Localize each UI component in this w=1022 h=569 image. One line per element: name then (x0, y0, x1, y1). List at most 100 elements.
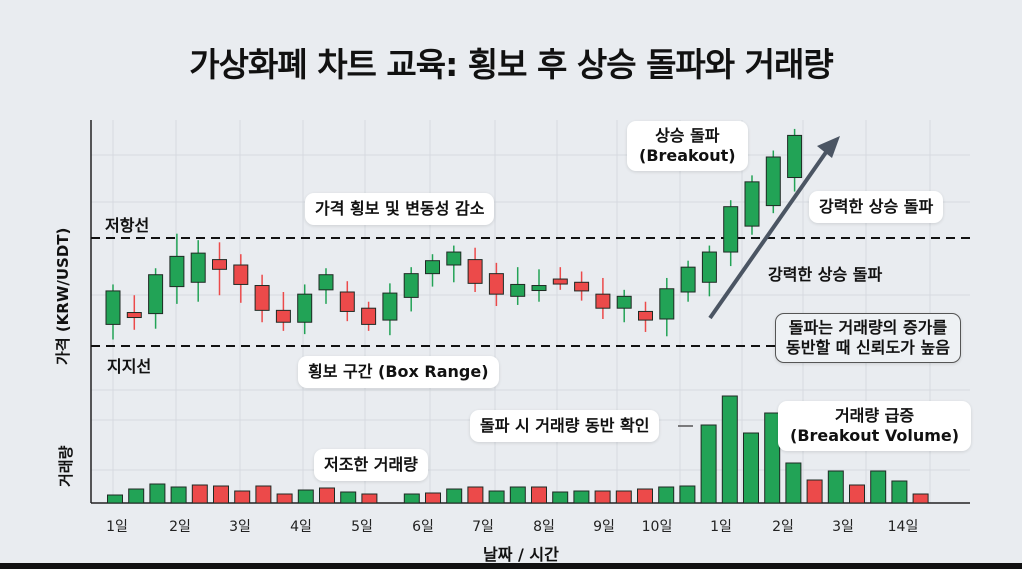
candle-body (595, 293, 611, 309)
candle-body (275, 309, 291, 323)
candle-body (169, 255, 185, 288)
candle-body (787, 134, 803, 179)
volume-bar (297, 489, 314, 504)
bottom-border (0, 563, 1022, 569)
volume-bar (552, 491, 569, 504)
candle-body (148, 274, 164, 315)
x-tick-label: 14일 (887, 519, 919, 535)
x-axis-label: 날짜 / 시간 (483, 545, 559, 564)
candle-body (254, 285, 270, 311)
x-tick-label: 10일 (641, 519, 673, 535)
candle-body (616, 295, 632, 309)
volume-bar (658, 486, 675, 504)
annotation-breakout-line2: (Breakout) (639, 146, 736, 165)
annotation-volume-note-line1: 돌파는 거래량의 증가를 (788, 318, 948, 337)
volume-bar (107, 494, 123, 504)
candle-body (403, 273, 419, 298)
candle-body (638, 310, 653, 321)
volume-bar (615, 490, 632, 504)
annotation-confirm-volume: 돌파 시 거래량 동반 확인 (470, 410, 660, 442)
annotation-volume-spike: 거래량 급증 (Breakout Volume) (778, 401, 972, 451)
volume-bar (191, 484, 208, 504)
x-tick-label: 3일 (832, 519, 854, 535)
volume-bar (446, 488, 463, 504)
volume-axis-label: 거래량 (57, 445, 75, 487)
volume-bar (488, 490, 505, 504)
volume-bar (213, 485, 229, 504)
x-tick-label: 2일 (772, 519, 794, 535)
annotation-volume-note-line2: 동반할 때 신뢰도가 높음 (786, 338, 950, 357)
volume-bar (128, 488, 145, 504)
candle-body (574, 281, 590, 292)
candle-body (531, 285, 547, 292)
volume-bar (891, 480, 908, 504)
candle-body (765, 156, 781, 207)
volume-bar (721, 395, 738, 504)
volume-bar (806, 479, 823, 504)
candle-body (723, 206, 739, 253)
candle-body (361, 307, 377, 325)
volume-bar (276, 493, 293, 504)
annotation-low-volume: 저조한 거래량 (314, 449, 428, 481)
candle-body (446, 251, 462, 266)
volume-bar (870, 470, 887, 504)
support-label: 지지선 (107, 357, 152, 376)
x-tick-label: 2일 (169, 519, 191, 535)
annotation-breakout-line1: 상승 돌파 (655, 126, 720, 145)
volume-bar (234, 490, 251, 504)
annotation-consolidation: 가격 횡보 및 변동성 감소 (305, 193, 495, 225)
x-tick-label: 9일 (593, 519, 615, 535)
volume-bar (255, 485, 272, 504)
volume-bar (594, 490, 611, 504)
candle-body (105, 290, 121, 325)
volume-bar (170, 486, 187, 504)
candle-body (467, 259, 483, 284)
annotation-breakout: 상승 돌파 (Breakout) (627, 121, 748, 171)
candle-body (339, 291, 355, 312)
candle-body (190, 252, 206, 283)
annotation-strong-breakout-plain: 강력한 상승 돌파 (768, 265, 883, 284)
x-tick-label: 1일 (106, 519, 128, 535)
volume-bar (637, 488, 653, 504)
candlestick-series (105, 128, 803, 340)
volume-bar (700, 424, 717, 504)
candle-body (297, 293, 313, 323)
volume-bar (467, 486, 484, 504)
candle-body (510, 283, 526, 297)
candle-body (744, 181, 760, 227)
volume-bar (531, 486, 547, 504)
candle-body (233, 264, 249, 285)
volume-bar (425, 492, 441, 504)
annotation-box-range: 횡보 구간 (Box Range) (298, 356, 499, 388)
x-tick-label: 5일 (351, 519, 373, 535)
breakout-arrow-shaft (708, 146, 831, 320)
annotation-volume-spike-line1: 거래량 급증 (834, 406, 915, 425)
volume-bar (403, 493, 420, 504)
volume-bar (573, 490, 590, 504)
volume-bar (509, 486, 526, 504)
x-tick-label: 4일 (290, 519, 312, 535)
breakout-arrow-head-icon (817, 136, 840, 158)
volume-bar (340, 491, 357, 504)
candle-body (488, 273, 504, 295)
volume-bar (912, 493, 929, 504)
chart-title: 가상화폐 차트 교육: 횡보 후 상승 돌파와 거래량 (189, 45, 833, 84)
volume-bar (743, 432, 759, 504)
candle-body (318, 274, 334, 291)
candle-body (680, 266, 696, 293)
x-tick-label: 3일 (229, 519, 251, 535)
volume-bars (107, 395, 929, 504)
candle-body (212, 259, 227, 270)
x-tick-label: 7일 (472, 519, 494, 535)
volume-bar (849, 484, 865, 504)
candle-body (126, 312, 142, 319)
volume-bar (679, 485, 696, 504)
candle-body (659, 288, 675, 320)
volume-bar (361, 493, 378, 504)
volume-bar (764, 412, 781, 504)
annotation-volume-note: 돌파는 거래량의 증가를 동반할 때 신뢰도가 높음 (775, 313, 961, 363)
candle-body (425, 260, 440, 275)
candle-body (701, 251, 717, 283)
annotation-volume-spike-line2: (Breakout Volume) (790, 426, 960, 445)
x-tick-label: 6일 (412, 519, 434, 535)
